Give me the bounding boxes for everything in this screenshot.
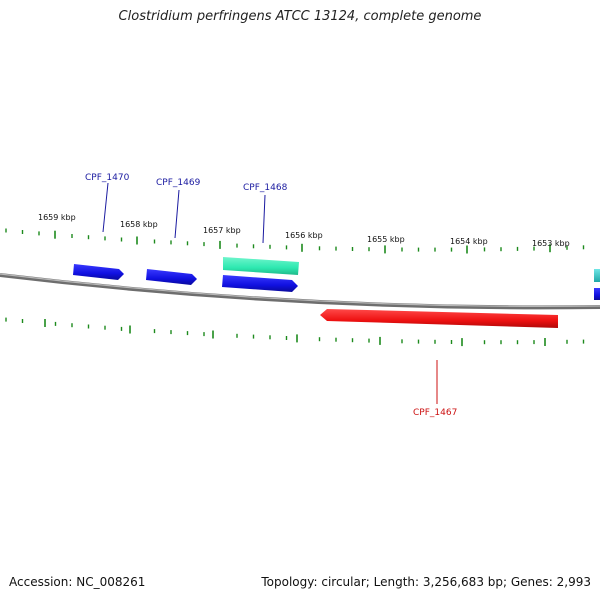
feature-blue-edge[interactable] <box>594 288 600 300</box>
gene-cpf-1468-arrow[interactable] <box>222 275 298 292</box>
tick-marks-outer <box>5 228 585 254</box>
gene-cpf-1470-label[interactable]: CPF_1470 <box>85 173 130 183</box>
gene-cpf-1467-arrow[interactable] <box>320 309 558 328</box>
tick-marks-inner <box>5 317 585 347</box>
gene-cpf-1468-leader <box>262 194 266 244</box>
gene-cpf-1469-leader <box>174 189 180 239</box>
gene-cpf-1470-arrow[interactable] <box>73 264 124 280</box>
genome-summary: Topology: circular; Length: 3,256,683 bp… <box>261 575 591 589</box>
tick-label-1654: 1654 kbp <box>450 237 488 246</box>
tick-label-1653: 1653 kbp <box>532 239 570 248</box>
gene-cpf-1468-label[interactable]: CPF_1468 <box>243 183 288 193</box>
tick-label-1656: 1656 kbp <box>285 231 323 240</box>
tick-label-1659: 1659 kbp <box>38 213 76 222</box>
gene-cpf-1470-leader <box>102 182 109 233</box>
feature-teal-bar[interactable] <box>223 257 299 275</box>
tick-label-1655: 1655 kbp <box>367 235 405 244</box>
accession-text: Accession: NC_008261 <box>9 575 146 589</box>
gene-cpf-1467-label[interactable]: CPF_1467 <box>413 408 457 418</box>
feature-cyan-edge[interactable] <box>594 269 600 282</box>
genome-backbone <box>0 273 600 310</box>
genome-title: Clostridium perfringens ATCC 13124, comp… <box>118 9 482 24</box>
tick-label-1657: 1657 kbp <box>203 226 241 235</box>
tick-label-1658: 1658 kbp <box>120 220 158 229</box>
gene-cpf-1469-arrow[interactable] <box>146 269 197 285</box>
gene-cpf-1469-label[interactable]: CPF_1469 <box>156 178 201 188</box>
genome-backbone-highlight <box>0 273 600 307</box>
